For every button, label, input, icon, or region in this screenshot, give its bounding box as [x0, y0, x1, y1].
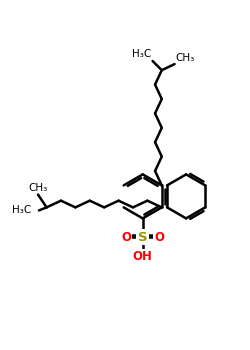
- Text: O: O: [121, 231, 131, 244]
- Text: H₃C: H₃C: [132, 49, 151, 60]
- Text: OH: OH: [133, 250, 153, 263]
- Text: H₃C: H₃C: [12, 205, 31, 216]
- Text: S: S: [138, 231, 147, 244]
- Text: O: O: [154, 231, 164, 244]
- Text: CH₃: CH₃: [28, 183, 48, 193]
- Text: CH₃: CH₃: [175, 52, 195, 63]
